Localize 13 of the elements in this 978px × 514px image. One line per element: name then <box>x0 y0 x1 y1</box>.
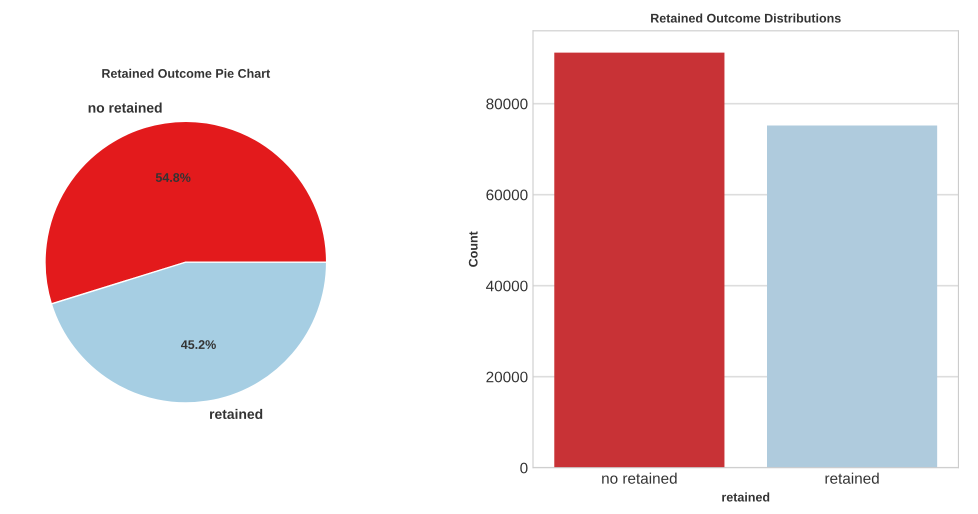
chart-title: Retained Outcome Pie Chart <box>102 68 270 78</box>
y-tick-label: 20000 <box>486 372 528 382</box>
y-tick-label: 80000 <box>486 98 528 110</box>
x-axis-title: retained <box>722 492 770 502</box>
data-label: 45.2% <box>180 340 216 350</box>
y-axis-title: Count <box>468 231 478 267</box>
y-tick-label: 0 <box>520 462 528 474</box>
data-label: 54.8% <box>156 173 191 182</box>
y-tick-label: 60000 <box>486 190 528 200</box>
slice-label: no retained <box>88 102 162 113</box>
slice-label: retained <box>210 408 262 420</box>
chart-title: Retained Outcome Distributions <box>651 13 841 23</box>
y-tick-label: 40000 <box>486 280 528 292</box>
